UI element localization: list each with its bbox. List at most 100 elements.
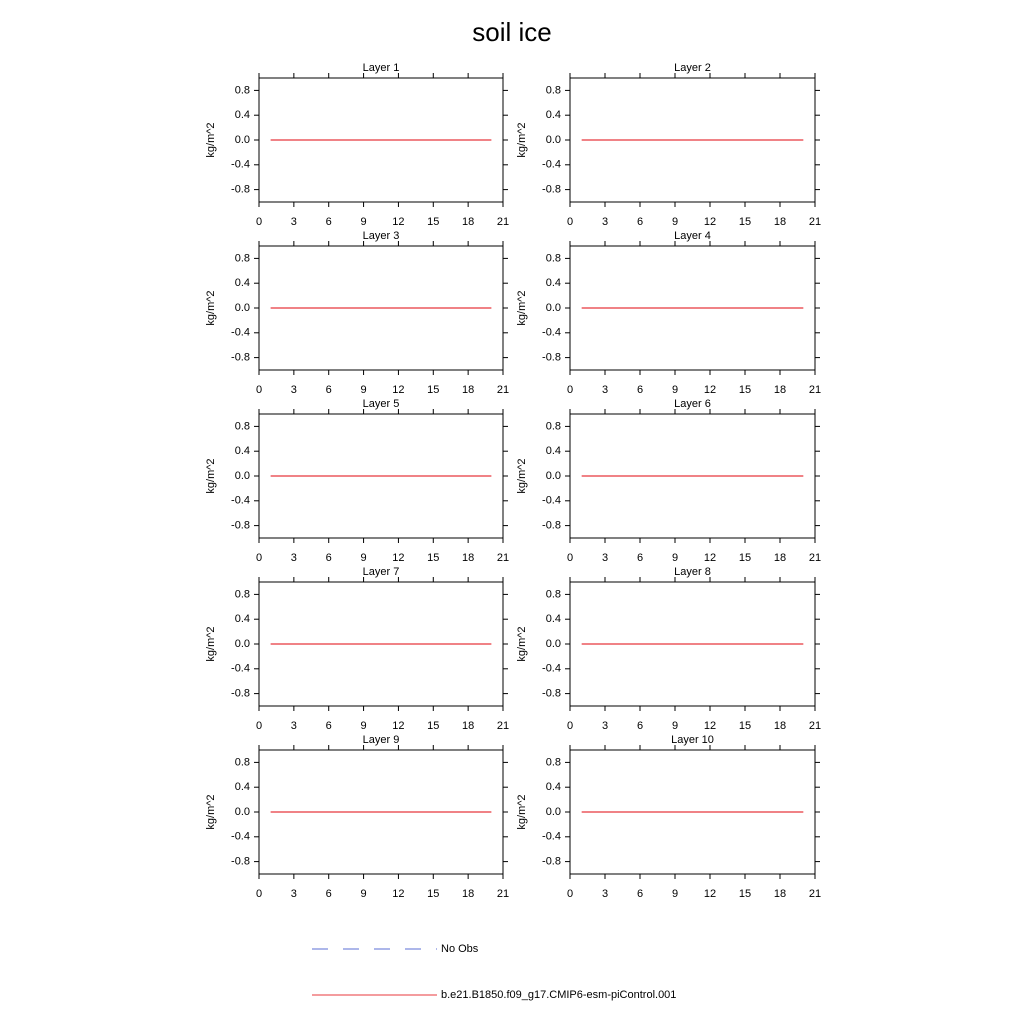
panel: Layer 2 kg/m^2 0.8 0.4 0.0 -0.4 -0.8 0 3 6 9 12 15 18… bbox=[516, 62, 821, 228]
x-tick-label: 12 bbox=[704, 552, 716, 564]
y-tick-label: -0.4 bbox=[542, 159, 561, 171]
x-tick-label: 3 bbox=[602, 888, 608, 900]
x-tick-label: 9 bbox=[672, 216, 678, 228]
panel-title: Layer 10 bbox=[671, 734, 714, 746]
x-tick-label: 12 bbox=[704, 216, 716, 228]
y-axis-label: kg/m^2 bbox=[516, 458, 528, 493]
x-tick-label: 15 bbox=[427, 216, 439, 228]
x-tick-label: 0 bbox=[256, 216, 262, 228]
x-tick-label: 0 bbox=[256, 888, 262, 900]
legend-label: b.e21.B1850.f09_g17.CMIP6-esm-piControl.… bbox=[441, 989, 676, 1001]
x-tick-label: 15 bbox=[739, 720, 751, 732]
y-tick-label: 0.4 bbox=[235, 109, 250, 121]
x-tick-label: 9 bbox=[361, 552, 367, 564]
x-tick-label: 9 bbox=[672, 384, 678, 396]
x-tick-label: 21 bbox=[497, 720, 509, 732]
panel: Layer 5 kg/m^2 0.8 0.4 0.0 -0.4 -0.8 0 3 6 9 12 15 18… bbox=[205, 398, 509, 564]
x-tick-label: 0 bbox=[567, 384, 573, 396]
x-tick-label: 15 bbox=[739, 216, 751, 228]
y-tick-label: 0.0 bbox=[235, 806, 250, 818]
x-tick-label: 9 bbox=[361, 720, 367, 732]
y-tick-label: 0.8 bbox=[235, 588, 250, 600]
y-axis-label: kg/m^2 bbox=[205, 626, 217, 661]
x-tick-label: 0 bbox=[256, 552, 262, 564]
y-tick-label: 0.4 bbox=[235, 277, 250, 289]
x-tick-label: 9 bbox=[672, 720, 678, 732]
y-tick-label: 0.0 bbox=[235, 638, 250, 650]
panel: Layer 3 kg/m^2 0.8 0.4 0.0 -0.4 -0.8 0 3 6 9 12 15 18… bbox=[205, 230, 509, 396]
y-axis-label: kg/m^2 bbox=[205, 290, 217, 325]
x-tick-label: 21 bbox=[497, 216, 509, 228]
x-tick-label: 6 bbox=[637, 384, 643, 396]
y-tick-label: -0.4 bbox=[231, 327, 250, 339]
panel: Layer 9 kg/m^2 0.8 0.4 0.0 -0.4 -0.8 0 3 6 9 12 15 18… bbox=[205, 734, 509, 900]
y-tick-label: 0.0 bbox=[546, 134, 561, 146]
y-tick-label: 0.0 bbox=[546, 806, 561, 818]
y-tick-label: 0.0 bbox=[235, 134, 250, 146]
x-tick-label: 12 bbox=[704, 384, 716, 396]
panel-title: Layer 5 bbox=[363, 398, 400, 410]
x-tick-label: 6 bbox=[326, 384, 332, 396]
x-tick-label: 18 bbox=[462, 384, 474, 396]
x-tick-label: 3 bbox=[602, 720, 608, 732]
y-axis-label: kg/m^2 bbox=[516, 290, 528, 325]
x-tick-label: 9 bbox=[672, 888, 678, 900]
panel: Layer 8 kg/m^2 0.8 0.4 0.0 -0.4 -0.8 0 3 6 9 12 15 18… bbox=[516, 566, 821, 732]
x-tick-label: 3 bbox=[291, 384, 297, 396]
y-tick-label: 0.8 bbox=[546, 252, 561, 264]
y-axis-label: kg/m^2 bbox=[516, 626, 528, 661]
y-tick-label: 0.4 bbox=[235, 445, 250, 457]
y-tick-label: 0.0 bbox=[235, 470, 250, 482]
panel-title: Layer 7 bbox=[363, 566, 400, 578]
y-tick-label: -0.8 bbox=[542, 856, 561, 868]
y-tick-label: -0.8 bbox=[231, 184, 250, 196]
y-tick-label: -0.4 bbox=[231, 495, 250, 507]
x-tick-label: 0 bbox=[567, 720, 573, 732]
x-tick-label: 3 bbox=[602, 384, 608, 396]
y-tick-label: 0.4 bbox=[546, 277, 561, 289]
x-tick-label: 15 bbox=[427, 720, 439, 732]
y-tick-label: -0.8 bbox=[231, 520, 250, 532]
y-tick-label: -0.8 bbox=[542, 688, 561, 700]
x-tick-label: 12 bbox=[392, 720, 404, 732]
x-tick-label: 6 bbox=[637, 888, 643, 900]
y-tick-label: -0.8 bbox=[231, 856, 250, 868]
y-tick-label: 0.8 bbox=[235, 252, 250, 264]
y-tick-label: 0.0 bbox=[235, 302, 250, 314]
y-tick-label: 0.8 bbox=[546, 420, 561, 432]
x-tick-label: 21 bbox=[809, 384, 821, 396]
panel-title: Layer 9 bbox=[363, 734, 400, 746]
y-tick-label: 0.4 bbox=[235, 781, 250, 793]
y-tick-label: 0.4 bbox=[546, 109, 561, 121]
y-tick-label: -0.4 bbox=[231, 831, 250, 843]
x-tick-label: 0 bbox=[567, 888, 573, 900]
y-tick-label: 0.8 bbox=[235, 84, 250, 96]
panel-title: Layer 8 bbox=[674, 566, 711, 578]
x-tick-label: 3 bbox=[291, 216, 297, 228]
x-tick-label: 12 bbox=[392, 216, 404, 228]
x-tick-label: 15 bbox=[739, 384, 751, 396]
x-tick-label: 12 bbox=[392, 384, 404, 396]
x-tick-label: 9 bbox=[361, 888, 367, 900]
x-tick-label: 6 bbox=[637, 552, 643, 564]
y-tick-label: 0.0 bbox=[546, 302, 561, 314]
y-tick-label: -0.8 bbox=[231, 352, 250, 364]
panel: Layer 6 kg/m^2 0.8 0.4 0.0 -0.4 -0.8 0 3 6 9 12 15 18… bbox=[516, 398, 821, 564]
x-tick-label: 6 bbox=[637, 216, 643, 228]
x-tick-label: 6 bbox=[326, 888, 332, 900]
x-tick-label: 3 bbox=[602, 552, 608, 564]
panel: Layer 10 kg/m^2 0.8 0.4 0.0 -0.4 -0.8 0 3 6 9 12 15 1… bbox=[516, 734, 821, 900]
panel: Layer 4 kg/m^2 0.8 0.4 0.0 -0.4 -0.8 0 3 6 9 12 15 18… bbox=[516, 230, 821, 396]
legend-label: No Obs bbox=[441, 943, 479, 955]
x-tick-label: 9 bbox=[361, 216, 367, 228]
x-tick-label: 15 bbox=[739, 888, 751, 900]
x-tick-label: 15 bbox=[427, 888, 439, 900]
y-axis-label: kg/m^2 bbox=[205, 794, 217, 829]
x-tick-label: 21 bbox=[497, 552, 509, 564]
y-tick-label: 0.4 bbox=[546, 781, 561, 793]
panel-title: Layer 3 bbox=[363, 230, 400, 242]
panel: Layer 1 kg/m^2 0.8 0.4 0.0 -0.4 -0.8 0 3 6 9 12 15 18… bbox=[205, 62, 509, 228]
y-tick-label: -0.8 bbox=[542, 520, 561, 532]
x-tick-label: 0 bbox=[567, 216, 573, 228]
